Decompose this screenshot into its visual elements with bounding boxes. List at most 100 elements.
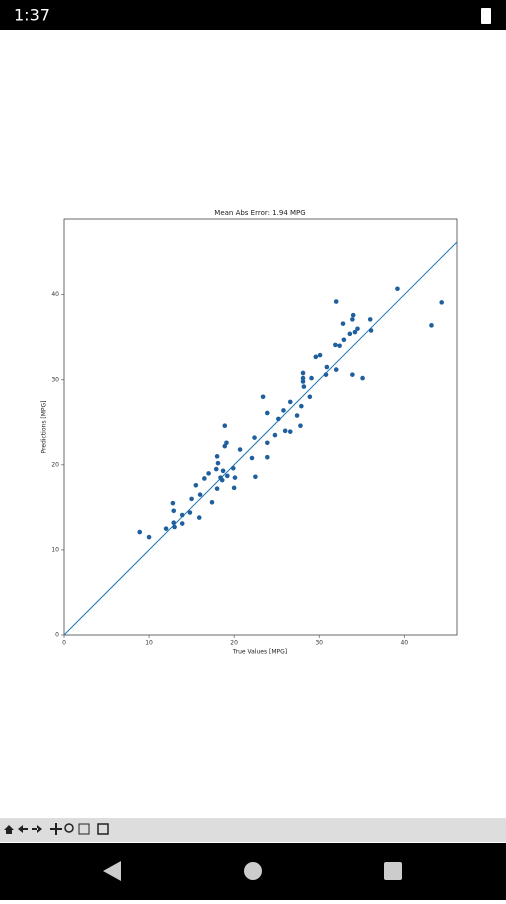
point	[206, 471, 211, 476]
x-tick-label: 30	[315, 640, 323, 647]
point	[307, 394, 313, 400]
axes-frame	[63, 218, 458, 636]
point	[171, 520, 177, 526]
point	[214, 486, 220, 491]
nav-home[interactable]	[244, 862, 262, 880]
point	[367, 317, 373, 322]
point	[352, 329, 358, 335]
point	[215, 460, 221, 466]
save-button[interactable]	[97, 823, 109, 835]
point	[272, 432, 278, 438]
point	[220, 468, 226, 474]
y-tick-label: 0	[55, 632, 59, 639]
y-tick-label: 30	[51, 376, 59, 383]
toolbar	[0, 818, 506, 842]
point	[333, 367, 339, 372]
point	[230, 465, 236, 471]
x-tick-label: 0	[62, 640, 66, 647]
nav-back[interactable]	[103, 861, 121, 881]
point	[260, 394, 266, 400]
point	[317, 352, 323, 358]
point	[163, 526, 169, 531]
point	[341, 337, 347, 343]
point	[340, 321, 346, 326]
point	[350, 312, 356, 318]
configure-button[interactable]	[78, 823, 90, 835]
pan-button[interactable]	[50, 823, 62, 835]
x-axis-label: True Values [MPG]	[232, 649, 287, 656]
chart-title: Mean Abs Error: 1.94 MPG	[214, 209, 305, 217]
point	[146, 534, 152, 540]
point	[202, 476, 207, 481]
nav-recents[interactable]	[384, 862, 402, 880]
y-axis-label: Predictions [MPG]	[41, 401, 48, 454]
point	[309, 375, 314, 381]
point	[347, 331, 353, 337]
point	[252, 435, 257, 440]
y-tick-label: 20	[51, 461, 59, 468]
point	[360, 375, 365, 381]
point	[337, 343, 342, 349]
point	[197, 492, 203, 497]
point	[350, 317, 355, 322]
point	[179, 521, 185, 526]
point	[179, 512, 185, 518]
point	[300, 379, 306, 384]
point	[350, 372, 355, 377]
point	[265, 440, 270, 446]
point	[222, 443, 228, 449]
home-button[interactable]	[4, 825, 14, 834]
forward-button[interactable]	[32, 825, 42, 833]
point	[429, 323, 434, 328]
point	[249, 455, 255, 461]
point	[287, 399, 293, 405]
point	[253, 474, 258, 480]
point	[232, 475, 238, 480]
point	[219, 477, 225, 483]
point	[287, 429, 293, 434]
point	[209, 499, 215, 505]
toolbar-icons	[4, 823, 109, 835]
point	[300, 370, 306, 376]
point	[189, 496, 194, 502]
point	[172, 524, 177, 530]
point	[265, 410, 270, 416]
zoom-button[interactable]	[64, 823, 74, 833]
point	[170, 500, 176, 506]
point	[324, 364, 330, 370]
point	[313, 354, 319, 360]
x-tick-label: 40	[400, 640, 408, 647]
battery-icon	[481, 8, 491, 24]
point	[276, 416, 281, 422]
point	[214, 454, 220, 459]
point	[298, 423, 303, 429]
clock: 1:37	[14, 6, 50, 25]
point	[224, 440, 229, 446]
point	[368, 328, 374, 333]
point	[355, 326, 360, 332]
point	[237, 447, 243, 452]
y-tick-label: 10	[51, 546, 59, 553]
x-tick-label: 20	[230, 640, 238, 647]
point	[196, 515, 202, 520]
point	[222, 423, 228, 429]
point	[294, 413, 300, 418]
back-button[interactable]	[18, 825, 28, 833]
point	[213, 466, 219, 472]
point	[333, 299, 339, 304]
point	[439, 300, 444, 305]
point	[281, 408, 286, 413]
point	[225, 473, 230, 479]
point	[301, 384, 307, 389]
point	[282, 428, 288, 434]
point	[231, 485, 237, 491]
point	[333, 342, 338, 348]
point	[193, 482, 199, 488]
point	[137, 529, 143, 535]
point	[300, 375, 306, 381]
point	[265, 454, 270, 460]
point	[171, 508, 177, 514]
status-bar	[0, 0, 506, 30]
identity-line	[63, 241, 458, 636]
